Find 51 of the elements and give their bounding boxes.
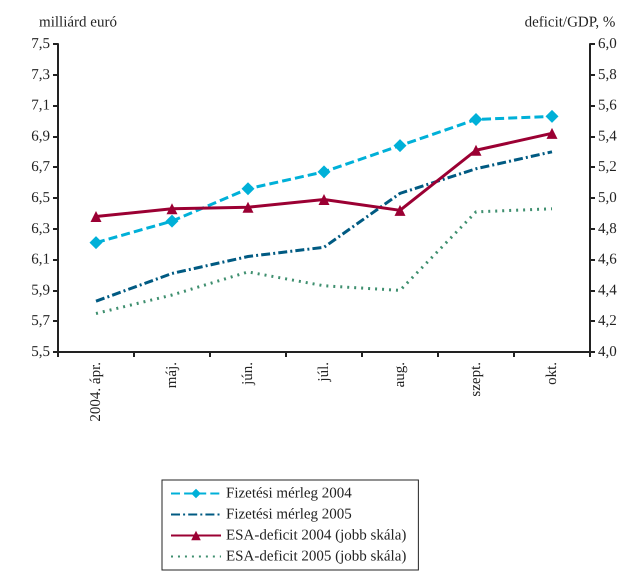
y2-tick-label: 5,8 — [598, 66, 617, 83]
legend-label: Fizetési mérleg 2004 — [226, 486, 352, 502]
y2-axis-title: deficit/GDP, % — [524, 14, 616, 30]
y-tick-label: 5,5 — [31, 344, 50, 360]
point — [242, 202, 254, 213]
point — [394, 139, 406, 152]
x-tick-label: máj. — [164, 362, 180, 388]
y-axis-title: milliárd euró — [39, 14, 117, 30]
point — [90, 236, 102, 250]
y-tick-label: 6,7 — [31, 159, 50, 176]
y2-tick-label: 4,0 — [598, 344, 617, 360]
y-tick-label: 7,3 — [31, 66, 50, 83]
y2-tick-label: 5,6 — [598, 98, 618, 114]
y2-tick-label: 4,4 — [598, 282, 618, 298]
x-tick-label: aug. — [392, 362, 408, 388]
x-tick-label: jún. — [240, 362, 256, 386]
point — [546, 128, 558, 139]
point — [90, 210, 102, 222]
y2-tick-label: 4,8 — [598, 220, 617, 237]
legend-label: ESA-deficit 2004 (jobb skála) — [226, 528, 406, 544]
legend-label: Fizetési mérleg 2005 — [226, 506, 352, 522]
y2-tick-label: 6,0 — [598, 36, 617, 52]
y2-tick-label: 5,0 — [598, 190, 617, 206]
x-tick-label: 2004. ápr. — [88, 362, 104, 422]
y2-tick-label: 5,2 — [598, 159, 617, 176]
y-tick-label: 6,3 — [31, 220, 50, 237]
y-tick-label: 6,1 — [31, 252, 50, 268]
y-tick-label: 6,5 — [31, 190, 50, 206]
point — [470, 112, 482, 126]
point — [470, 144, 482, 156]
point — [394, 204, 406, 216]
y-tick-label: 5,9 — [31, 282, 50, 298]
point — [166, 214, 178, 228]
point — [318, 165, 330, 178]
point — [318, 194, 330, 206]
y-tick-label: 6,9 — [31, 128, 50, 144]
point — [166, 203, 178, 214]
y2-tick-label: 4,6 — [598, 252, 618, 268]
x-tick-label: okt. — [544, 362, 560, 385]
line-series — [94, 207, 554, 315]
point — [546, 110, 558, 123]
y2-tick-label: 5,4 — [598, 128, 618, 144]
y2-tick-label: 4,2 — [598, 313, 617, 330]
point — [242, 182, 254, 196]
y-tick-label: 7,1 — [31, 98, 50, 114]
line-series — [94, 150, 554, 303]
x-tick-label: szept. — [468, 362, 484, 397]
y-tick-label: 5,7 — [31, 313, 50, 330]
x-tick-label: júl. — [316, 362, 332, 383]
y-tick-label: 7,5 — [31, 36, 50, 52]
legend-label: ESA-deficit 2005 (jobb skála) — [226, 548, 406, 564]
